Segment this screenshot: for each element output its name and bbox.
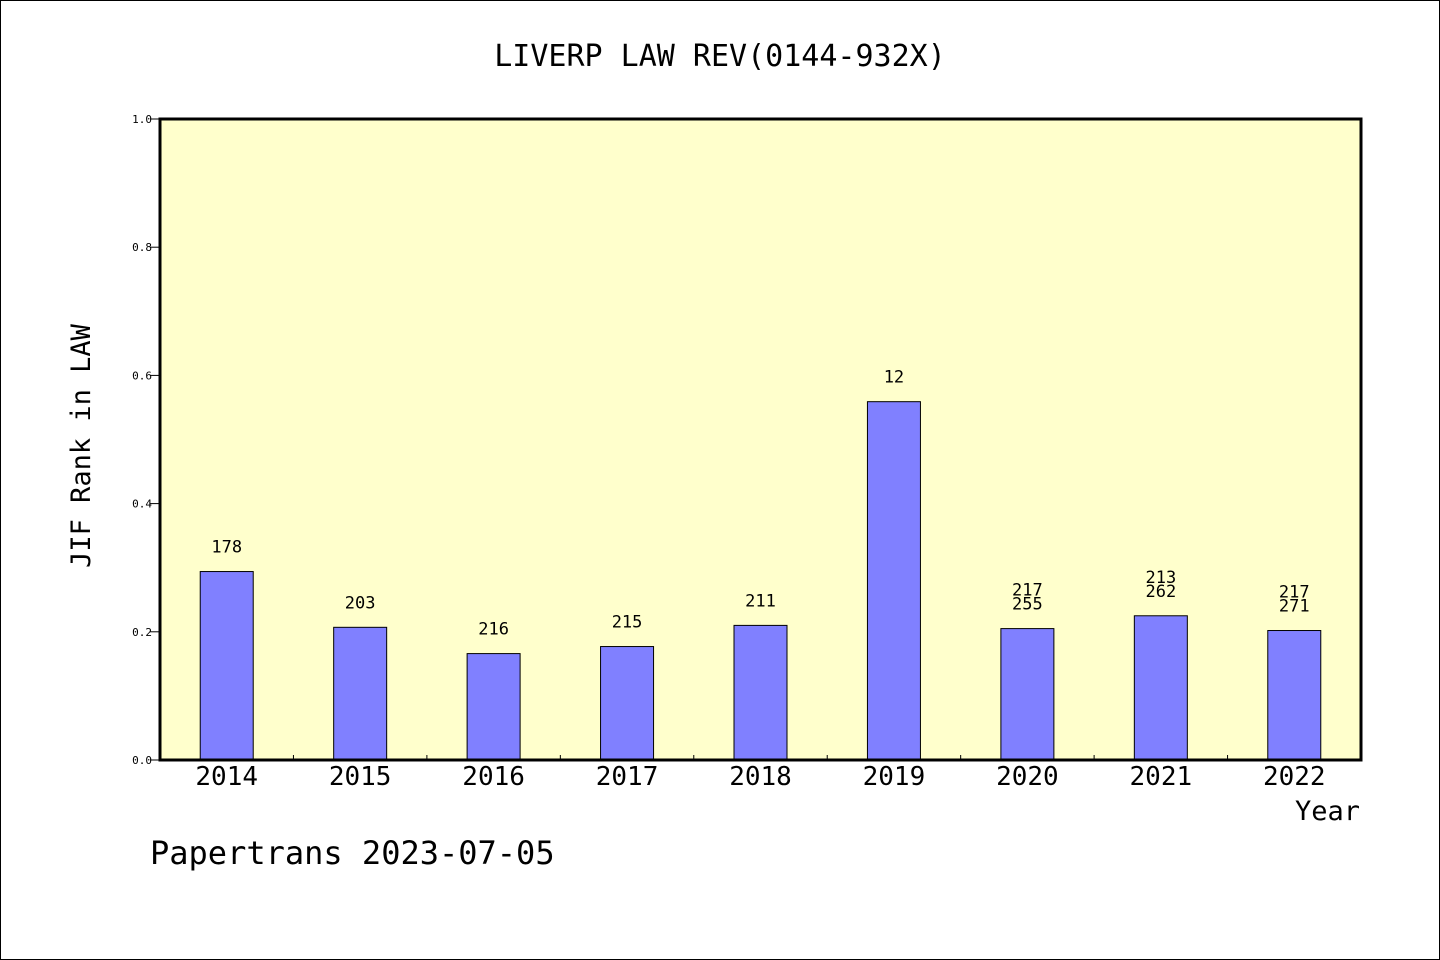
bar-rank-label: 262 (1145, 582, 1176, 602)
y-tick-label: 0.2 (132, 626, 152, 639)
x-tick-label: 2015 (329, 762, 392, 792)
y-tick-label: 0.6 (132, 369, 152, 382)
x-tick-label: 2022 (1263, 762, 1326, 792)
bar-2015 (333, 626, 388, 761)
bar-2018 (733, 624, 788, 761)
bar-2021 (1133, 615, 1188, 761)
bar-2022 (1267, 630, 1322, 761)
x-axis-title: Year (1295, 796, 1360, 827)
y-tick-label: 0.0 (132, 754, 152, 767)
bar-2016 (466, 653, 521, 761)
bar-rank-label: 255 (1012, 595, 1043, 615)
x-tick-label: 2017 (596, 762, 659, 792)
footer-text: Papertrans 2023-07-05 (150, 834, 555, 872)
x-tick-label: 2021 (1130, 762, 1193, 792)
y-tick-label: 0.4 (132, 498, 152, 511)
bar-rank-label: 216 (478, 620, 509, 640)
x-tick-label: 2014 (195, 762, 258, 792)
bar-series (199, 401, 1322, 761)
bar-rank-label: 213 (1145, 568, 1176, 588)
bar-rank-label: 203 (345, 593, 376, 613)
bar-rank-label: 211 (745, 591, 776, 611)
bar-rank-label: 217 (1012, 581, 1043, 601)
y-tick-label: 0.8 (132, 241, 152, 254)
plot-border (158, 117, 1363, 762)
y-axis-title: JIF Rank in LAW (66, 323, 97, 568)
bar-rank-label: 215 (612, 613, 643, 633)
x-tick-label: 2016 (462, 762, 525, 792)
y-axis: 0.0 0.2 0.4 0.6 0.8 1.0 (132, 113, 160, 767)
bar-rank-label: 178 (211, 538, 242, 558)
bar-2014 (199, 571, 254, 761)
bar-2019 (866, 401, 921, 761)
bar-2017 (600, 646, 655, 761)
bar-rank-label: 12 (884, 368, 904, 388)
x-tick-label: 2018 (729, 762, 792, 792)
x-tick-label: 2019 (863, 762, 926, 792)
chart-title: LIVERP LAW REV(0144-932X) (494, 39, 946, 74)
x-axis: 2014 2015 2016 2017 2018 2019 2020 2021 2022 (195, 755, 1326, 792)
bar-rank-label: 217 (1279, 583, 1310, 603)
bar-2020 (1000, 628, 1055, 761)
y-tick-label: 1.0 (132, 113, 152, 126)
bar-rank-label: 271 (1279, 597, 1310, 617)
x-tick-label: 2020 (996, 762, 1059, 792)
